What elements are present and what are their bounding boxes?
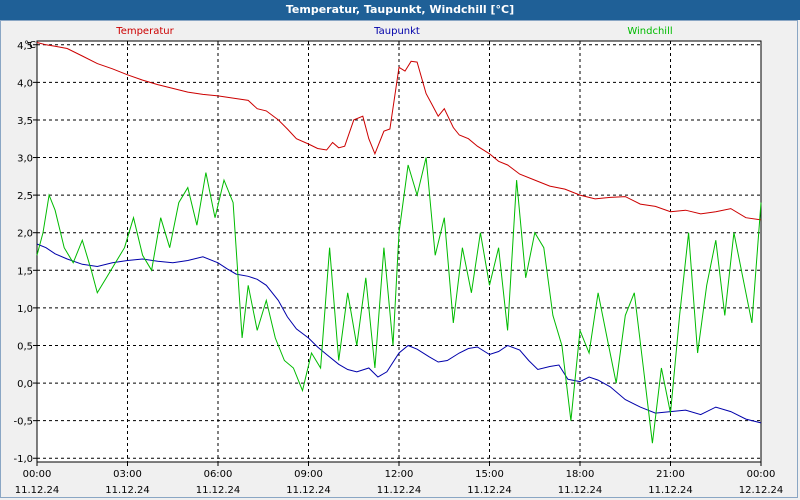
x-tick-time: 03:00 (113, 469, 142, 480)
series-layer (36, 42, 762, 444)
legend-item-windchill: Windchill (627, 26, 672, 37)
y-tick-label: 0,0 (17, 379, 33, 390)
y-tick-label: 3,5 (17, 116, 33, 127)
y-tick-label: 0,5 (17, 341, 33, 352)
x-tick-date: 11.12.24 (467, 485, 512, 496)
x-tick-time: 18:00 (566, 469, 595, 480)
x-tick-time: 06:00 (204, 469, 233, 480)
x-tick-date: 11.12.24 (15, 485, 60, 496)
x-tick-date: 11.12.24 (558, 485, 603, 496)
series-line-windchill (36, 157, 762, 444)
y-axis-label: °C (24, 40, 36, 51)
y-tick-label: 1,0 (17, 304, 33, 315)
x-tick-time: 00:00 (747, 469, 776, 480)
legend: Temperatur Taupunkt Windchill (115, 26, 672, 37)
y-tick-label: 1,5 (17, 266, 33, 277)
chart-frame (0, 20, 798, 498)
x-tick-time: 00:00 (23, 469, 52, 480)
x-tick-time: 21:00 (656, 469, 685, 480)
y-tick-label: 4,5 (17, 41, 33, 52)
legend-item-taupunkt: Taupunkt (373, 26, 420, 37)
x-tick-date: 11.12.24 (286, 485, 331, 496)
x-tick-date: 11.12.24 (648, 485, 693, 496)
chart-window-title: Temperatur, Taupunkt, Windchill [°C] (0, 0, 800, 20)
x-tick-time: 12:00 (385, 469, 414, 480)
x-tick-time: 15:00 (475, 469, 504, 480)
axis-ticks: 4,5 4,0 3,5 3,0 2,5 2,0 1,5 1,0 0,5 0,0 -0,5 -1,0 00… (13, 41, 783, 496)
series-line-temperatur (36, 42, 762, 221)
y-tick-label: -1,0 (13, 454, 33, 465)
y-tick-label: 4,0 (17, 78, 33, 89)
y-tick-label: 2,0 (17, 229, 33, 240)
y-tick-label: 2,5 (17, 191, 33, 202)
x-tick-date: 11.12.24 (196, 485, 241, 496)
series-line-taupunkt (36, 243, 762, 424)
x-tick-time: 09:00 (294, 469, 323, 480)
x-tick-date: 12.12.24 (739, 485, 784, 496)
legend-item-temperatur: Temperatur (115, 26, 174, 37)
x-tick-date: 11.12.24 (377, 485, 422, 496)
x-tick-date: 11.12.24 (105, 485, 150, 496)
y-tick-label: -0,5 (13, 417, 33, 428)
y-tick-label: 3,0 (17, 154, 33, 165)
